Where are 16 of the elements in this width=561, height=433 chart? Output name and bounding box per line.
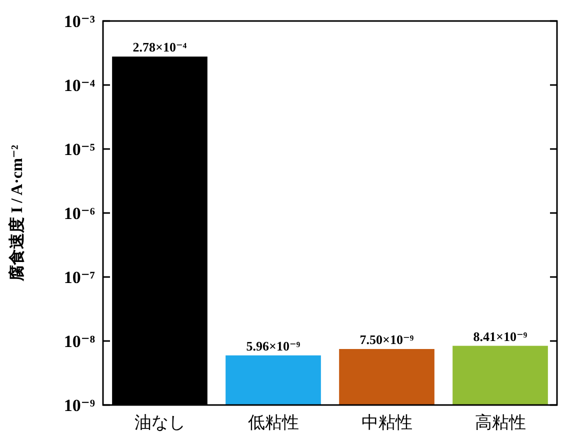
x-tick-label: 油なし <box>134 413 186 432</box>
y-tick-label: 10⁻⁵ <box>64 140 95 159</box>
y-axis-title: 腐食速度 I / A·cm⁻² <box>7 144 26 282</box>
y-tick-label: 10⁻⁸ <box>64 332 95 351</box>
data-label: 5.96×10⁻⁹ <box>246 338 300 354</box>
y-tick-label: 10⁻³ <box>64 12 95 31</box>
data-label: 7.50×10⁻⁹ <box>360 332 414 347</box>
x-tick-label: 低粘性 <box>248 413 299 432</box>
y-tick-label: 10⁻⁶ <box>64 204 95 223</box>
y-tick-label: 10⁻⁹ <box>64 396 95 415</box>
data-label: 8.41×10⁻⁹ <box>473 328 528 344</box>
x-tick-label: 中粘性 <box>361 413 412 432</box>
y-tick-label: 10⁻⁴ <box>64 76 95 95</box>
data-label: 2.78×10⁻⁴ <box>132 40 187 55</box>
y-tick-label: 10⁻⁷ <box>64 268 95 287</box>
x-tick-label: 高粘性 <box>474 413 526 432</box>
